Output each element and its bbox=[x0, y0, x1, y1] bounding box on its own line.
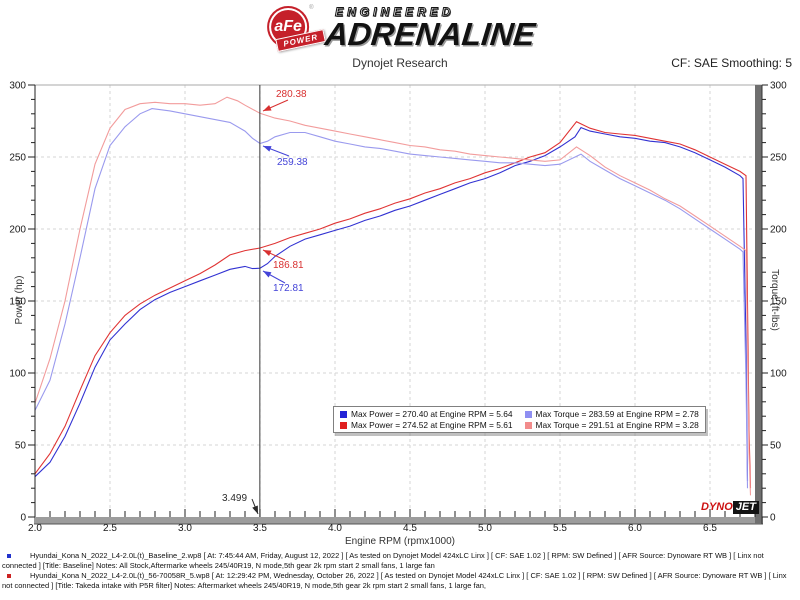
legend-box: Max Power = 270.40 at Engine RPM = 5.64 … bbox=[333, 406, 706, 433]
y-left-tick-label: 200 bbox=[9, 225, 26, 236]
dynojet-logo: DYNO JET bbox=[701, 501, 759, 514]
y-left-tick-label: 100 bbox=[9, 369, 26, 380]
x-tick-label: 4.0 bbox=[328, 523, 342, 534]
y-left-tick-label: 250 bbox=[9, 153, 26, 164]
legend-item-baseline-power: Max Power = 270.40 at Engine RPM = 5.64 bbox=[340, 409, 513, 419]
afe-badge: aFe ® POWER bbox=[265, 5, 327, 57]
x-tick-label: 6.5 bbox=[703, 523, 717, 534]
legend-label: Max Power = 270.40 at Engine RPM = 5.64 bbox=[351, 409, 513, 419]
takeda-power-swatch-icon bbox=[340, 421, 347, 429]
annotation-value: 3.499 bbox=[222, 493, 247, 504]
annotation-value: 186.81 bbox=[273, 260, 304, 271]
y-left-tick-label: 300 bbox=[9, 81, 26, 92]
y-right-tick-label: 150 bbox=[770, 297, 787, 308]
legend-item-baseline-torque: Max Torque = 283.59 at Engine RPM = 2.78 bbox=[524, 409, 699, 419]
run-file-info: Hyundai_Kona N_2022_L4-2.0L(t)_Baseline_… bbox=[0, 551, 800, 591]
y-right-tick-label: 0 bbox=[770, 513, 776, 524]
baseline-torque-swatch-icon bbox=[524, 410, 532, 418]
y-right-tick-label: 50 bbox=[770, 441, 782, 452]
y-left-tick-label: 50 bbox=[15, 441, 27, 452]
brand-wordmark: ENGINEERED ADRENALINE bbox=[323, 5, 537, 53]
annotation-value: 259.38 bbox=[277, 157, 308, 168]
annotation-value: 280.38 bbox=[276, 89, 307, 100]
run-file-entry-takeda: Hyundai_Kona N_2022_L4-2.0L(t)_56-70058R… bbox=[0, 571, 800, 590]
x-tick-label: 4.5 bbox=[403, 523, 417, 534]
dynojet-logo-dyno: DYNO bbox=[701, 501, 733, 513]
x-axis-title: Engine RPM (rpmx1000) bbox=[344, 536, 456, 547]
afe-circle-text: aFe bbox=[274, 18, 302, 35]
afe-power-logo: aFe ® POWER ENGINEERED ADRENALINE bbox=[265, 5, 537, 57]
y-right-tick-label: 300 bbox=[770, 81, 787, 92]
x-tick-label: 5.5 bbox=[553, 523, 567, 534]
dyno-curves bbox=[34, 96, 752, 496]
x-tick-label: 5.0 bbox=[478, 523, 492, 534]
annotation-value: 172.81 bbox=[273, 283, 304, 294]
takeda-torque-swatch-icon bbox=[524, 421, 532, 429]
annotations: 280.38 259.38 186.81 172.81 3.499 bbox=[222, 89, 308, 515]
y-axis-ticks: 0 0 50 50 100 100 150 150 200 200 250 250 300 300 bbox=[9, 81, 787, 524]
run-file-text: Hyundai_Kona N_2022_L4-2.0L(t)_Baseline_… bbox=[2, 551, 764, 570]
baseline-power-swatch-icon bbox=[340, 410, 347, 418]
y-left-tick-label: 0 bbox=[20, 513, 26, 524]
smoothing-setting: CF: SAE Smoothing: 5 bbox=[671, 56, 792, 70]
series-3 bbox=[34, 96, 752, 496]
y-right-tick-label: 200 bbox=[770, 225, 787, 236]
registered-mark-icon: ® bbox=[309, 5, 314, 11]
legend-label: Max Power = 274.52 at Engine RPM = 5.61 bbox=[351, 420, 513, 430]
brand-engineered-text: ENGINEERED bbox=[335, 5, 455, 20]
x-axis-ticks: 2.0 2.5 3.0 3.5 4.0 4.5 5.0 5.5 6.0 6.5 bbox=[28, 509, 756, 534]
dynojet-logo-jet: JET bbox=[732, 501, 759, 514]
axes bbox=[34, 85, 763, 525]
brand-adrenaline-text: ADRENALINE bbox=[323, 16, 537, 52]
x-tick-label: 3.0 bbox=[178, 523, 192, 534]
legend-item-takeda-power: Max Power = 274.52 at Engine RPM = 5.61 bbox=[340, 420, 513, 430]
x-tick-label: 2.5 bbox=[103, 523, 117, 534]
run-file-entry-baseline: Hyundai_Kona N_2022_L4-2.0L(t)_Baseline_… bbox=[0, 551, 800, 570]
legend-label: Max Torque = 291.51 at Engine RPM = 3.28 bbox=[535, 420, 699, 430]
series-0 bbox=[34, 126, 749, 482]
legend-item-takeda-torque: Max Torque = 291.51 at Engine RPM = 3.28 bbox=[524, 420, 699, 430]
x-tick-label: 3.5 bbox=[253, 523, 267, 534]
x-tick-label: 6.0 bbox=[628, 523, 642, 534]
gridlines bbox=[35, 85, 755, 517]
baseline-bullet-icon bbox=[7, 554, 11, 558]
y-right-tick-label: 250 bbox=[770, 153, 787, 164]
series-2 bbox=[34, 108, 749, 489]
y-right-tick-label: 100 bbox=[770, 369, 787, 380]
run-file-text: Hyundai_Kona N_2022_L4-2.0L(t)_56-70058R… bbox=[2, 571, 787, 590]
series-1 bbox=[34, 121, 752, 489]
page-title: Dynojet Research bbox=[352, 56, 448, 70]
x-tick-label: 2.0 bbox=[28, 523, 42, 534]
takeda-bullet-icon bbox=[7, 574, 11, 578]
y-left-tick-label: 150 bbox=[9, 297, 26, 308]
legend-label: Max Torque = 283.59 at Engine RPM = 2.78 bbox=[535, 409, 699, 419]
